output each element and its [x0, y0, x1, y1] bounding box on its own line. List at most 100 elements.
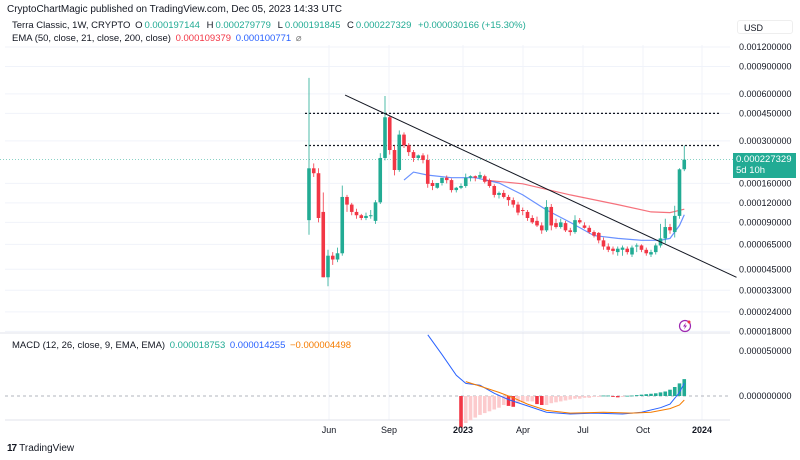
- candle-body: [425, 160, 430, 184]
- candle: [383, 95, 387, 161]
- macd-histogram-bar: [573, 396, 577, 399]
- high-label: H: [206, 20, 214, 31]
- candle: [387, 115, 392, 155]
- candle: [672, 205, 677, 238]
- alert-lightning-icon[interactable]: [678, 319, 692, 333]
- low-label: L: [277, 20, 283, 31]
- candle-body: [644, 249, 649, 254]
- macd-histogram-bar: [492, 396, 497, 410]
- candle-body: [587, 227, 592, 233]
- candles: [307, 77, 687, 287]
- macd-label[interactable]: MACD (12, 26, close, 9, EMA, EMA): [12, 340, 166, 351]
- price-axis[interactable]: 0.001200000 0.000900000 0.000600000 0.00045…: [739, 42, 792, 336]
- symbol-name[interactable]: Terra Classic, 1W, CRYPTO: [12, 20, 131, 31]
- candle: [577, 217, 582, 224]
- time-tick-label: Jul: [577, 425, 589, 435]
- macd-histogram-bar: [487, 396, 492, 412]
- macd-histogram-bar: [625, 395, 630, 397]
- macd-histogram-bar: [530, 396, 535, 402]
- price-tick-label: 0.000120000: [739, 198, 792, 208]
- tradingview-logo-icon: 17: [7, 443, 17, 454]
- candle: [549, 204, 554, 231]
- candle: [658, 223, 663, 248]
- time-axis[interactable]: Jun Sep 2023 Apr Jul Oct 2024: [322, 425, 712, 435]
- candle: [473, 175, 478, 182]
- candle: [520, 207, 525, 216]
- candle: [326, 249, 330, 287]
- low-value: 0.000191845: [284, 20, 341, 31]
- candle-body: [611, 248, 615, 251]
- macd-pane: [5, 334, 730, 428]
- ema-label[interactable]: EMA (50, close, 21, close, 200, close): [12, 33, 171, 44]
- candle-body: [516, 204, 520, 213]
- candle: [354, 208, 359, 219]
- candle-body: [335, 253, 340, 260]
- candle: [340, 185, 345, 256]
- macd-value: 0.000014255: [229, 340, 286, 351]
- candle-body: [387, 117, 392, 151]
- price-tick-label: 0.000450000: [739, 108, 792, 118]
- candle: [525, 210, 530, 221]
- candle: [563, 220, 568, 233]
- candle-body: [378, 157, 383, 203]
- hide-values-icon[interactable]: ⌀: [295, 33, 302, 44]
- currency-selector[interactable]: USD: [737, 20, 793, 34]
- macd-histogram-bar: [582, 396, 587, 398]
- candle-body: [511, 200, 516, 205]
- macd-histogram-bar: [577, 396, 582, 399]
- candle-body: [311, 168, 316, 174]
- macd-histogram-bar: [663, 391, 668, 396]
- symbol-legend: Terra Classic, 1W, CRYPTO O 0.000197144 H…: [12, 20, 528, 31]
- price-tick-label: 0.000045000: [739, 264, 792, 274]
- macd-tick-label: 0.000050000: [739, 346, 792, 356]
- candle: [378, 153, 383, 205]
- candle-body: [416, 155, 421, 158]
- candle-body: [359, 215, 364, 218]
- grid: [5, 45, 730, 420]
- macd-histogram-bar: [634, 395, 639, 396]
- candle: [406, 143, 411, 156]
- candle-body: [554, 223, 558, 228]
- candle: [430, 180, 435, 191]
- candle-body: [321, 211, 326, 278]
- footer: 17 TradingView: [7, 443, 74, 454]
- macd-histogram-bar: [539, 396, 544, 405]
- time-tick-label: Sep: [381, 425, 397, 435]
- macd-tick-label: 0.000000000: [739, 391, 792, 401]
- candle-body: [653, 245, 658, 253]
- time-tick-label: 2024: [692, 425, 712, 435]
- candle: [596, 232, 601, 244]
- macd-histogram-bar: [506, 396, 511, 406]
- candle-body: [677, 169, 682, 216]
- ema-red-value: 0.000109379: [175, 33, 232, 44]
- candle: [615, 246, 620, 256]
- candle-body: [668, 227, 672, 231]
- candle-body: [520, 210, 525, 212]
- candle-body: [482, 176, 487, 182]
- open-value: 0.000197144: [144, 20, 200, 31]
- candle: [316, 168, 321, 223]
- candle-body: [402, 134, 406, 146]
- candle: [677, 168, 682, 219]
- candle-body: [340, 196, 345, 254]
- candle-body: [364, 215, 368, 218]
- macd-histogram-bar: [478, 396, 482, 415]
- brand-name[interactable]: TradingView: [19, 443, 75, 454]
- candle-body: [582, 225, 587, 228]
- candle: [311, 163, 316, 177]
- candle: [482, 174, 487, 184]
- trendline[interactable]: [344, 94, 737, 278]
- time-tick-label: Apr: [516, 425, 530, 435]
- candle: [392, 145, 397, 176]
- candle: [449, 178, 454, 193]
- candle-body: [525, 211, 530, 218]
- candle-body: [397, 134, 402, 171]
- candle-body: [568, 230, 573, 233]
- macd-histogram-bar: [653, 393, 658, 396]
- candle: [592, 230, 596, 238]
- candle-body: [577, 220, 582, 223]
- horizontal-levels[interactable]: [0, 112, 733, 161]
- macd-histogram-bar: [459, 396, 463, 428]
- candle: [425, 154, 430, 188]
